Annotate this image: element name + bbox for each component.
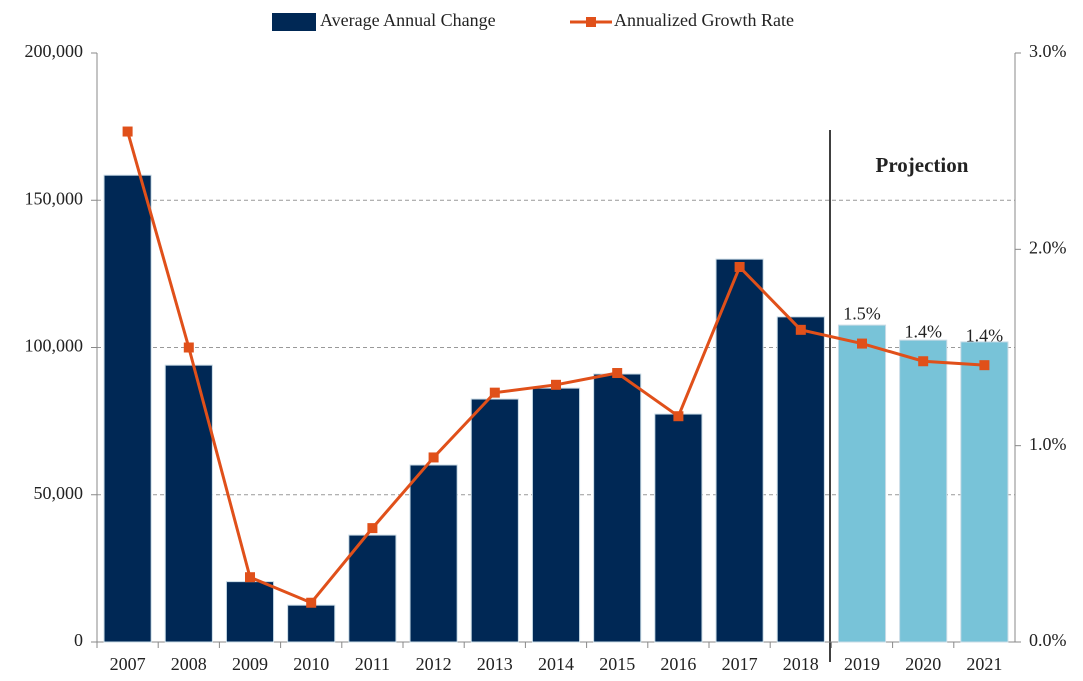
y-tick-label: 0 [74, 630, 83, 650]
y-tick-label: 50,000 [34, 483, 84, 503]
y2-tick-label: 0.0% [1029, 630, 1067, 650]
bar [593, 373, 642, 643]
x-tick-label: 2017 [722, 654, 758, 674]
bar [103, 174, 152, 643]
data-label: 1.4% [904, 321, 942, 341]
annotation: Projection [876, 153, 969, 177]
bar [470, 398, 519, 643]
data-label: 1.5% [843, 304, 881, 324]
growth-marker [489, 387, 500, 398]
bar [225, 581, 275, 643]
growth-marker [367, 523, 378, 534]
x-tick-label: 2013 [477, 654, 513, 674]
y2-tick-label: 3.0% [1029, 41, 1067, 61]
bar [715, 258, 764, 643]
y2-tick-label: 2.0% [1029, 237, 1067, 257]
x-tick-label: 2019 [844, 654, 880, 674]
x-tick-label: 2012 [416, 654, 452, 674]
x-tick-label: 2010 [293, 654, 329, 674]
y2-tick-label: 1.0% [1029, 434, 1067, 454]
bar [654, 413, 703, 643]
bar [837, 324, 887, 643]
x-tick-label: 2020 [905, 654, 941, 674]
growth-marker [183, 342, 194, 353]
growth-marker [612, 368, 623, 379]
y-tick-label: 200,000 [25, 41, 84, 61]
bar [287, 604, 336, 643]
bar [409, 464, 458, 643]
growth-marker [857, 338, 867, 349]
x-tick-label: 2011 [355, 654, 390, 674]
growth-marker [428, 452, 439, 463]
growth-marker [673, 411, 684, 422]
bar [960, 341, 1009, 643]
x-tick-label: 2021 [966, 654, 1002, 674]
legend-swatch [272, 13, 316, 31]
growth-marker [122, 126, 133, 137]
bar [531, 387, 581, 643]
legend-label: Average Annual Change [320, 10, 496, 30]
data-label: 1.4% [966, 325, 1004, 345]
x-tick-label: 2008 [171, 654, 207, 674]
growth-marker [734, 262, 745, 273]
x-tick-label: 2007 [110, 654, 146, 674]
y-tick-label: 150,000 [25, 188, 84, 208]
y-tick-label: 100,000 [25, 336, 84, 356]
bar [348, 534, 397, 643]
growth-marker [979, 360, 990, 371]
x-tick-label: 2009 [232, 654, 268, 674]
growth-marker [245, 572, 255, 583]
x-tick-label: 2015 [599, 654, 635, 674]
x-tick-label: 2016 [660, 654, 696, 674]
growth-marker [551, 379, 561, 390]
growth-marker [918, 356, 929, 367]
x-tick-label: 2018 [783, 654, 819, 674]
legend-label: Annualized Growth Rate [614, 10, 794, 30]
bar [776, 316, 825, 643]
x-tick-label: 2014 [538, 654, 574, 674]
growth-marker [306, 597, 317, 608]
growth-marker [795, 324, 806, 335]
bar [899, 339, 948, 643]
legend-marker [586, 17, 596, 27]
